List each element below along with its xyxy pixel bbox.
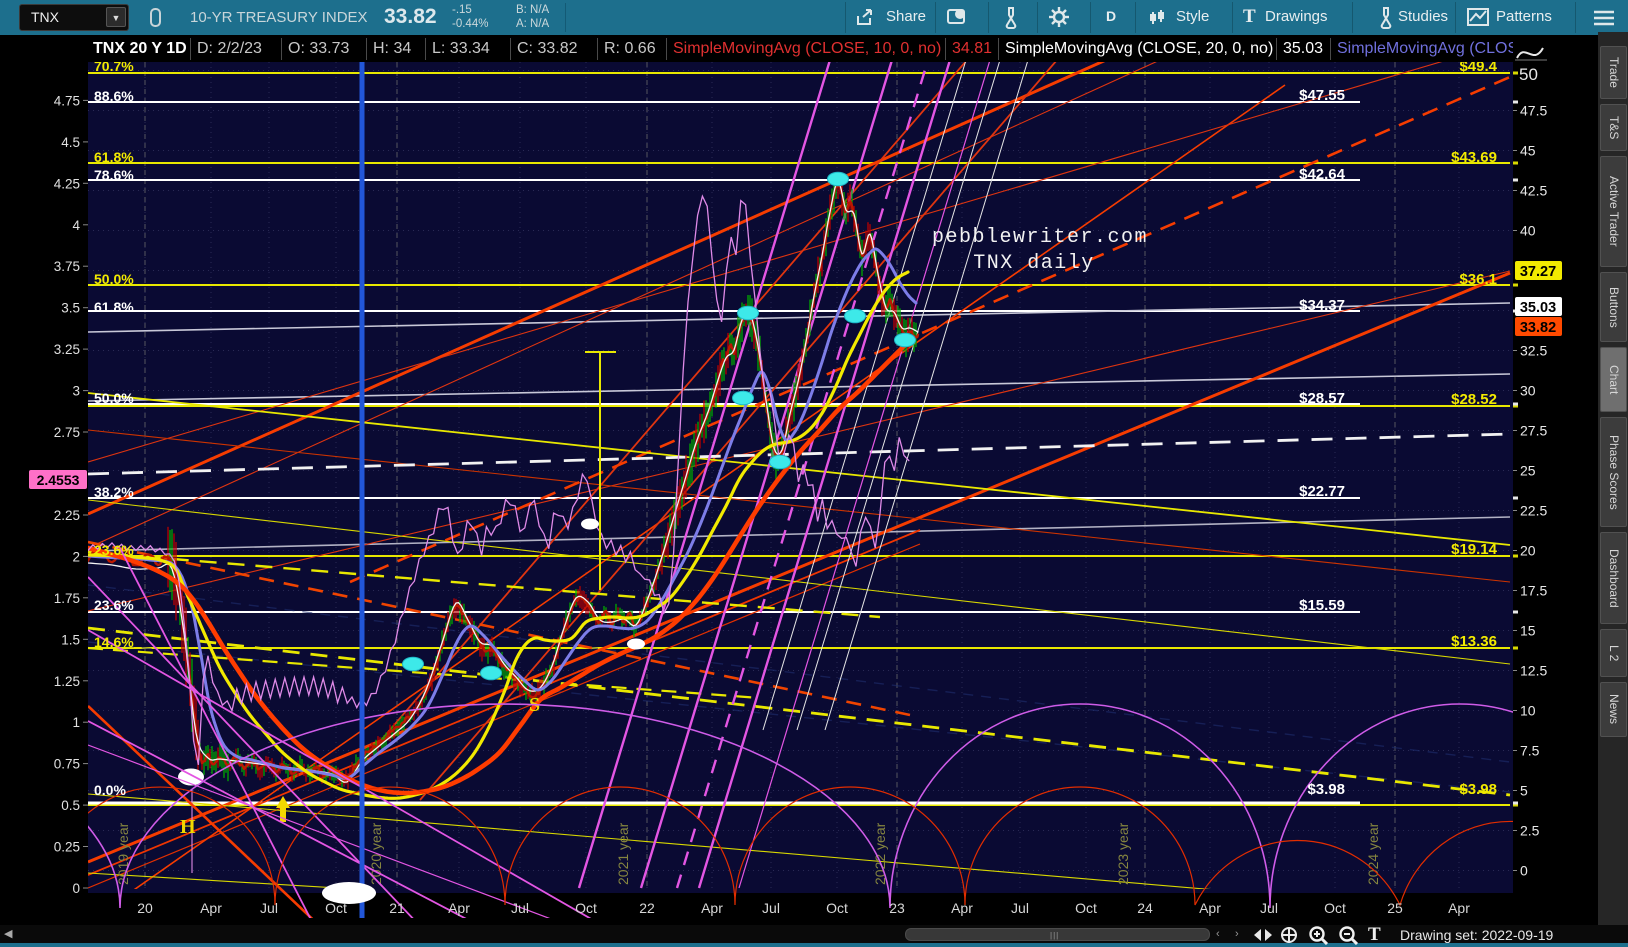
svg-text:Oct: Oct [1075,900,1097,916]
svg-text:Oct: Oct [325,900,347,916]
svg-text:pebblewriter.com: pebblewriter.com [932,226,1148,249]
svg-text:$34.37: $34.37 [1299,297,1345,314]
svg-text:Apr: Apr [200,900,222,916]
svg-text:$49.4: $49.4 [1459,58,1497,75]
svg-text:50: 50 [1519,65,1538,84]
svg-text:78.6%: 78.6% [94,167,134,183]
svg-text:$22.77: $22.77 [1299,483,1345,500]
svg-text:21: 21 [389,900,405,916]
svg-text:22: 22 [639,900,655,916]
svg-text:20: 20 [1520,543,1536,559]
svg-text:30: 30 [1520,383,1536,399]
svg-text:$42.64: $42.64 [1299,166,1346,183]
svg-text:3: 3 [72,384,80,399]
svg-text:Oct: Oct [575,900,597,916]
svg-text:$15.59: $15.59 [1299,597,1345,614]
svg-text:88.6%: 88.6% [94,88,134,104]
svg-text:4.25: 4.25 [54,176,80,191]
svg-text:23: 23 [889,900,905,916]
svg-text:$36.1: $36.1 [1459,271,1497,288]
svg-text:Jul: Jul [1011,900,1029,916]
svg-text:3.75: 3.75 [54,259,80,274]
svg-text:$13.36: $13.36 [1451,633,1497,650]
svg-text:1.5: 1.5 [61,632,80,647]
svg-text:$28.57: $28.57 [1299,390,1345,407]
svg-text:27.5: 27.5 [1520,423,1547,439]
svg-text:38.2%: 38.2% [94,484,134,500]
svg-text:$3.98: $3.98 [1459,781,1497,798]
svg-text:61.8%: 61.8% [94,299,134,315]
svg-text:70.7%: 70.7% [94,58,134,74]
svg-text:2021 year: 2021 year [615,822,631,885]
svg-text:0.75: 0.75 [54,757,80,772]
svg-text:20: 20 [137,900,153,916]
svg-text:Jul: Jul [260,900,278,916]
svg-text:25: 25 [1387,900,1403,916]
svg-text:$28.52: $28.52 [1451,391,1497,408]
svg-text:Jul: Jul [511,900,529,916]
svg-text:Apr: Apr [701,900,723,916]
svg-text:0.25: 0.25 [54,840,80,855]
svg-text:14.6%: 14.6% [94,634,134,650]
svg-text:45: 45 [1520,143,1536,159]
svg-text:7.5: 7.5 [1520,743,1540,759]
svg-text:Oct: Oct [1324,900,1346,916]
svg-text:Oct: Oct [826,900,848,916]
svg-text:35.03: 35.03 [1520,300,1556,316]
svg-text:2.25: 2.25 [54,508,80,523]
svg-text:12.5: 12.5 [1520,663,1547,679]
svg-text:TNX daily: TNX daily [973,252,1095,275]
svg-text:4: 4 [72,218,80,233]
svg-text:4.5: 4.5 [61,135,80,150]
svg-text:$47.55: $47.55 [1299,87,1345,104]
svg-text:50.0%: 50.0% [94,390,134,406]
svg-text:22.5: 22.5 [1520,503,1547,519]
svg-text:0.5: 0.5 [61,798,80,813]
svg-text:32.5: 32.5 [1520,343,1547,359]
svg-text:Apr: Apr [951,900,973,916]
svg-text:0: 0 [1520,863,1528,879]
svg-text:5: 5 [1520,783,1528,799]
svg-text:50.0%: 50.0% [94,271,134,287]
svg-text:23.6%: 23.6% [94,542,134,558]
svg-text:1.75: 1.75 [54,591,80,606]
svg-text:17.5: 17.5 [1520,583,1547,599]
svg-text:23.6%: 23.6% [94,597,134,613]
svg-text:2: 2 [72,549,80,564]
svg-text:40: 40 [1520,223,1536,239]
svg-text:2.75: 2.75 [54,425,80,440]
svg-text:25: 25 [1520,463,1536,479]
svg-text:33.82: 33.82 [1520,320,1556,336]
svg-text:15: 15 [1520,623,1536,639]
svg-text:$3.98: $3.98 [1307,781,1345,798]
svg-text:47.5: 47.5 [1520,103,1547,119]
svg-text:$43.69: $43.69 [1451,149,1497,166]
svg-text:2.5: 2.5 [1520,823,1540,839]
svg-text:2022 year: 2022 year [872,822,888,885]
svg-text:0: 0 [72,881,80,896]
svg-text:2024 year: 2024 year [1365,822,1381,885]
svg-text:24: 24 [1137,900,1153,916]
svg-text:3.5: 3.5 [61,301,80,316]
svg-text:H: H [180,816,196,838]
svg-text:Jul: Jul [762,900,780,916]
svg-text:Jul: Jul [1260,900,1278,916]
svg-text:Apr: Apr [1448,900,1470,916]
svg-text:Apr: Apr [448,900,470,916]
svg-text:2019 year: 2019 year [115,822,131,885]
svg-text:3.25: 3.25 [54,342,80,357]
svg-text:$19.14: $19.14 [1451,541,1498,558]
svg-text:Apr: Apr [1199,900,1221,916]
svg-text:61.8%: 61.8% [94,149,134,165]
svg-text:42.5: 42.5 [1520,183,1547,199]
svg-text:4.75: 4.75 [54,93,80,108]
svg-text:1.25: 1.25 [54,674,80,689]
svg-text:37.27: 37.27 [1520,264,1556,280]
svg-text:0.0%: 0.0% [94,782,126,798]
svg-text:10: 10 [1520,703,1536,719]
svg-text:2023 year: 2023 year [1115,822,1131,885]
svg-text:1: 1 [72,715,80,730]
svg-text:2.4553: 2.4553 [37,472,80,488]
